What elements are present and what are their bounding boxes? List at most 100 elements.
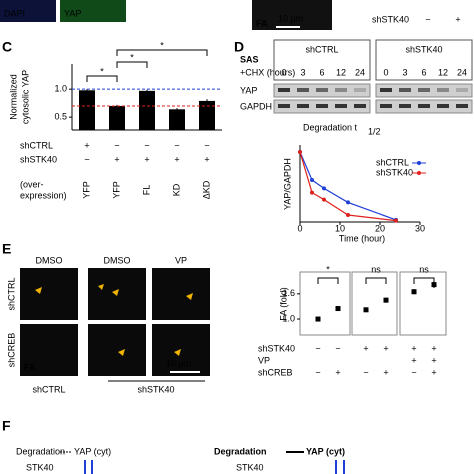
y-axis-label: YAP/GAPDH xyxy=(282,158,292,210)
condition: − xyxy=(363,367,368,377)
group-label: shSTK40 xyxy=(137,384,174,394)
band xyxy=(380,104,392,108)
row-label: shCTRL xyxy=(20,140,53,150)
band xyxy=(278,88,290,92)
yap-image xyxy=(60,0,126,22)
point xyxy=(310,190,314,195)
chart-title-subscript: 1/2 xyxy=(368,126,381,136)
point xyxy=(411,289,417,295)
point xyxy=(315,316,321,322)
construct-label: FL xyxy=(141,185,151,196)
pathway-arrows xyxy=(84,460,345,474)
condition: − xyxy=(315,367,320,377)
significance-label: ns xyxy=(419,264,429,274)
construct-label: ΔKD xyxy=(201,180,211,199)
legend-label: shSTK40 xyxy=(376,167,413,177)
significance-label: * xyxy=(326,264,330,274)
row-label: shSTK40 xyxy=(372,14,409,24)
x-tick-label: 0 xyxy=(297,223,302,233)
band xyxy=(354,104,366,108)
node-label: STK40 xyxy=(236,462,264,472)
legend-marker xyxy=(417,161,421,165)
bar xyxy=(199,100,215,130)
condition: + xyxy=(383,343,388,353)
time-label: 3 xyxy=(300,67,305,77)
row-label: shSTK40 xyxy=(20,154,57,164)
band xyxy=(437,88,449,92)
band xyxy=(278,104,290,108)
band xyxy=(456,104,468,108)
point xyxy=(335,306,341,312)
row-label: shCREB xyxy=(6,333,16,368)
node-label: Degradation xyxy=(16,446,65,456)
significance-bracket xyxy=(413,277,435,284)
significance-label: * xyxy=(130,52,134,62)
construct-label: YFP xyxy=(81,181,91,199)
panel-letter: C xyxy=(2,39,12,55)
fa-image xyxy=(252,0,332,30)
condition: − xyxy=(204,140,209,150)
band xyxy=(354,88,366,92)
condition: + xyxy=(335,367,340,377)
time-label: 12 xyxy=(336,67,346,77)
condition: + xyxy=(114,154,119,164)
group-box xyxy=(351,271,398,336)
condition: − xyxy=(144,140,149,150)
band xyxy=(297,88,309,92)
band xyxy=(437,104,449,108)
band xyxy=(335,88,347,92)
x-tick-label: 20 xyxy=(375,223,385,233)
condition: − xyxy=(84,154,89,164)
micrograph xyxy=(20,324,78,376)
micrograph xyxy=(152,324,210,376)
row-label: (over- xyxy=(20,179,44,189)
significance-label: * xyxy=(100,66,104,76)
group-box xyxy=(375,39,473,81)
time-label: 12 xyxy=(438,67,448,77)
band xyxy=(380,88,392,92)
row-label: +CHX (hours) xyxy=(240,67,295,77)
point xyxy=(383,297,389,303)
band xyxy=(335,104,347,108)
node-label: Degradation xyxy=(214,446,267,456)
band xyxy=(418,104,430,108)
significance-bracket xyxy=(116,61,148,68)
condition: + xyxy=(455,14,460,24)
band xyxy=(418,88,430,92)
bar xyxy=(109,105,125,130)
band xyxy=(316,88,328,92)
band xyxy=(297,104,309,108)
image-label: FA xyxy=(24,362,36,372)
point xyxy=(322,197,326,202)
scale-label: 10 µm xyxy=(278,13,303,23)
point xyxy=(346,200,350,205)
condition: + xyxy=(411,343,416,353)
row-label: shCREB xyxy=(258,367,293,377)
significance-bracket xyxy=(317,277,339,284)
condition: + xyxy=(204,154,209,164)
group-label: shCTRL xyxy=(305,44,338,54)
band xyxy=(399,88,411,92)
condition: + xyxy=(431,343,436,353)
condition: + xyxy=(363,343,368,353)
y-tick-label: 1.0 xyxy=(282,313,295,323)
condition: + xyxy=(144,154,149,164)
significance-label: * xyxy=(160,40,164,50)
condition: − xyxy=(114,140,119,150)
row-label: shCTRL xyxy=(6,277,16,310)
construct-label: KD xyxy=(171,183,181,196)
legend-marker xyxy=(417,171,421,175)
bar xyxy=(139,90,155,130)
x-axis-label: Time (hour) xyxy=(339,233,385,243)
channel-label: YAP xyxy=(64,8,81,18)
row-label: VP xyxy=(258,355,270,365)
condition: + xyxy=(84,140,89,150)
significance-bracket xyxy=(86,75,118,82)
time-label: 6 xyxy=(421,67,426,77)
cell-line: SAS xyxy=(240,54,259,64)
group-label: shCTRL xyxy=(32,384,65,394)
bar xyxy=(169,109,185,130)
y-axis-label: cytosolic YAP xyxy=(20,70,30,124)
time-label: 0 xyxy=(281,67,286,77)
construct-label: YFP xyxy=(111,181,121,199)
